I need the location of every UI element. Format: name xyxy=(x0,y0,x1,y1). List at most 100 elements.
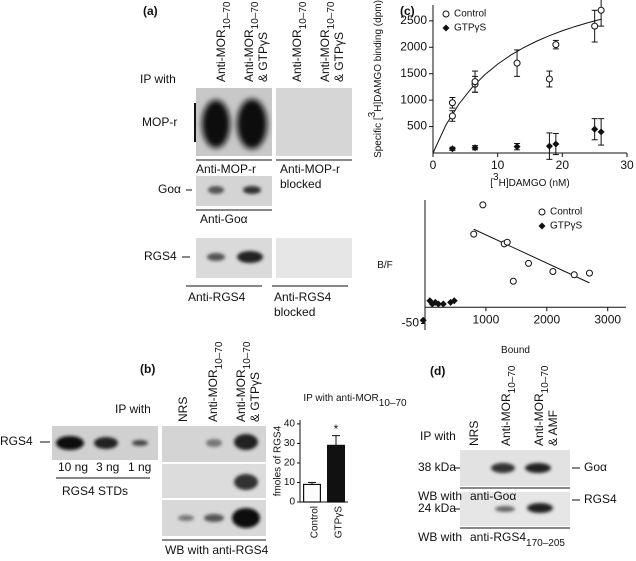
x-tick-label: 20 xyxy=(556,158,570,172)
error-bar xyxy=(308,481,316,485)
standard-label: 10 ng xyxy=(58,460,88,474)
y-axis-label: fmoles of RGS4 xyxy=(273,425,284,496)
legend-marker xyxy=(538,208,546,216)
point xyxy=(525,259,533,267)
lane-header: NRS xyxy=(467,421,481,446)
point xyxy=(552,140,560,148)
y-tick-label: 1500 xyxy=(400,66,427,80)
point xyxy=(597,128,605,136)
point xyxy=(549,268,557,275)
wb-label: Anti-RGS4 xyxy=(188,290,246,304)
panel-label: (c) xyxy=(400,4,415,18)
point xyxy=(585,269,593,277)
point xyxy=(471,78,479,86)
blot xyxy=(460,450,570,526)
legend-label: Control xyxy=(550,207,582,218)
point xyxy=(448,112,456,120)
x-tick-label: GTPγS xyxy=(334,506,345,539)
series xyxy=(470,201,593,285)
x-tick-label: 30 xyxy=(620,158,634,172)
y-tick-label: 10 xyxy=(284,477,296,488)
point xyxy=(450,297,458,305)
y-tick-label: 30 xyxy=(284,438,296,449)
wb-label: WB with xyxy=(418,489,462,503)
x-axis-label-part: 3 xyxy=(493,172,499,183)
y-tick-label: 2000 xyxy=(400,39,427,53)
row-label: MOP-r xyxy=(142,115,177,129)
wb-label: WB with anti-RGS4 xyxy=(165,543,269,557)
panel-label: (d) xyxy=(430,364,445,378)
blot xyxy=(196,176,272,206)
panel-label: (a) xyxy=(143,4,158,18)
row-label: RGS4 xyxy=(0,434,33,448)
lane-header: Anti-MOR10–70 xyxy=(318,1,337,82)
point xyxy=(591,22,599,30)
lane-header: & GTPγS xyxy=(248,372,262,422)
point xyxy=(434,300,442,308)
legend-marker xyxy=(442,10,450,18)
lane-headers: NRS Anti-MOR10–70 Anti-MOR10–70 & AMF xyxy=(467,365,560,446)
series xyxy=(419,297,458,324)
lane-header: & GTPγS xyxy=(256,32,270,82)
annotation: * xyxy=(334,422,339,436)
fit-line xyxy=(473,228,590,284)
legend-label: GTPγS xyxy=(550,221,583,232)
point xyxy=(591,125,599,133)
y-axis-label: B/F xyxy=(377,260,393,271)
fit-line xyxy=(432,18,602,154)
band-label: RGS4 xyxy=(584,492,617,506)
lane-header: Anti-MOR10–70 xyxy=(206,341,225,422)
ip-with: IP with xyxy=(420,429,456,443)
chart-title-part: IP with anti-MOR xyxy=(303,393,378,404)
standard-label: 1 ng xyxy=(128,460,151,474)
y-tick-label: 2500 xyxy=(400,13,427,27)
lane-header: Anti-MOR10–70 xyxy=(290,1,309,82)
lane-header: Anti-MOR10–70 xyxy=(532,365,551,446)
lane-header: NRS xyxy=(176,397,190,422)
standards-label: RGS4 STDs xyxy=(62,484,128,498)
x-tick-label: 10 xyxy=(491,158,505,172)
point xyxy=(419,316,427,324)
x-tick-label: 0 xyxy=(430,158,437,172)
legend-label: Control xyxy=(454,9,486,20)
x-tick-label: 1000 xyxy=(473,312,500,326)
blot xyxy=(196,88,352,156)
series xyxy=(448,118,605,160)
point xyxy=(570,271,578,279)
wb-label: Anti-Goα xyxy=(200,212,248,226)
x-axis-label-part: [ xyxy=(490,178,493,189)
point xyxy=(509,277,517,285)
point xyxy=(470,230,478,238)
ip-with: IP with xyxy=(115,402,151,416)
lane-headers: Anti-MOR10–70 Anti-MOR10–70 & GTPγS Anti… xyxy=(214,1,346,82)
blot xyxy=(52,426,266,536)
row-label: RGS4 xyxy=(144,249,177,263)
chart-title: IP with anti-MOR10–70 xyxy=(303,393,407,410)
row-label: Goα xyxy=(158,182,181,196)
point xyxy=(552,41,560,49)
wb-label: blocked xyxy=(274,305,315,319)
lane-header: Anti-MOR10–70 xyxy=(234,341,253,422)
point xyxy=(471,144,479,152)
kda-label: 38 kDa xyxy=(418,460,456,474)
wb-label: anti-RGS4170–205 xyxy=(470,530,565,549)
x-axis-label-part: H]DAMGO (nM) xyxy=(499,178,570,189)
x-axis-label: Bound xyxy=(501,345,530,356)
y-axis-label-part: B/F xyxy=(377,260,393,271)
lane-header: Anti-MOR10–70 xyxy=(242,1,261,82)
y-axis-label-part: 3 xyxy=(367,111,378,117)
y-tick-label: -50 xyxy=(402,316,420,330)
wb-label: blocked xyxy=(280,177,321,191)
point xyxy=(479,201,487,209)
x-tick-label: Control xyxy=(310,506,321,538)
lane-header: & AMF xyxy=(546,410,560,446)
error-bar xyxy=(332,435,340,446)
x-tick-label: 3000 xyxy=(594,312,621,326)
point xyxy=(513,59,521,67)
band-label: Goα xyxy=(584,460,607,474)
standard-label: 3 ng xyxy=(96,460,119,474)
point xyxy=(545,75,553,83)
